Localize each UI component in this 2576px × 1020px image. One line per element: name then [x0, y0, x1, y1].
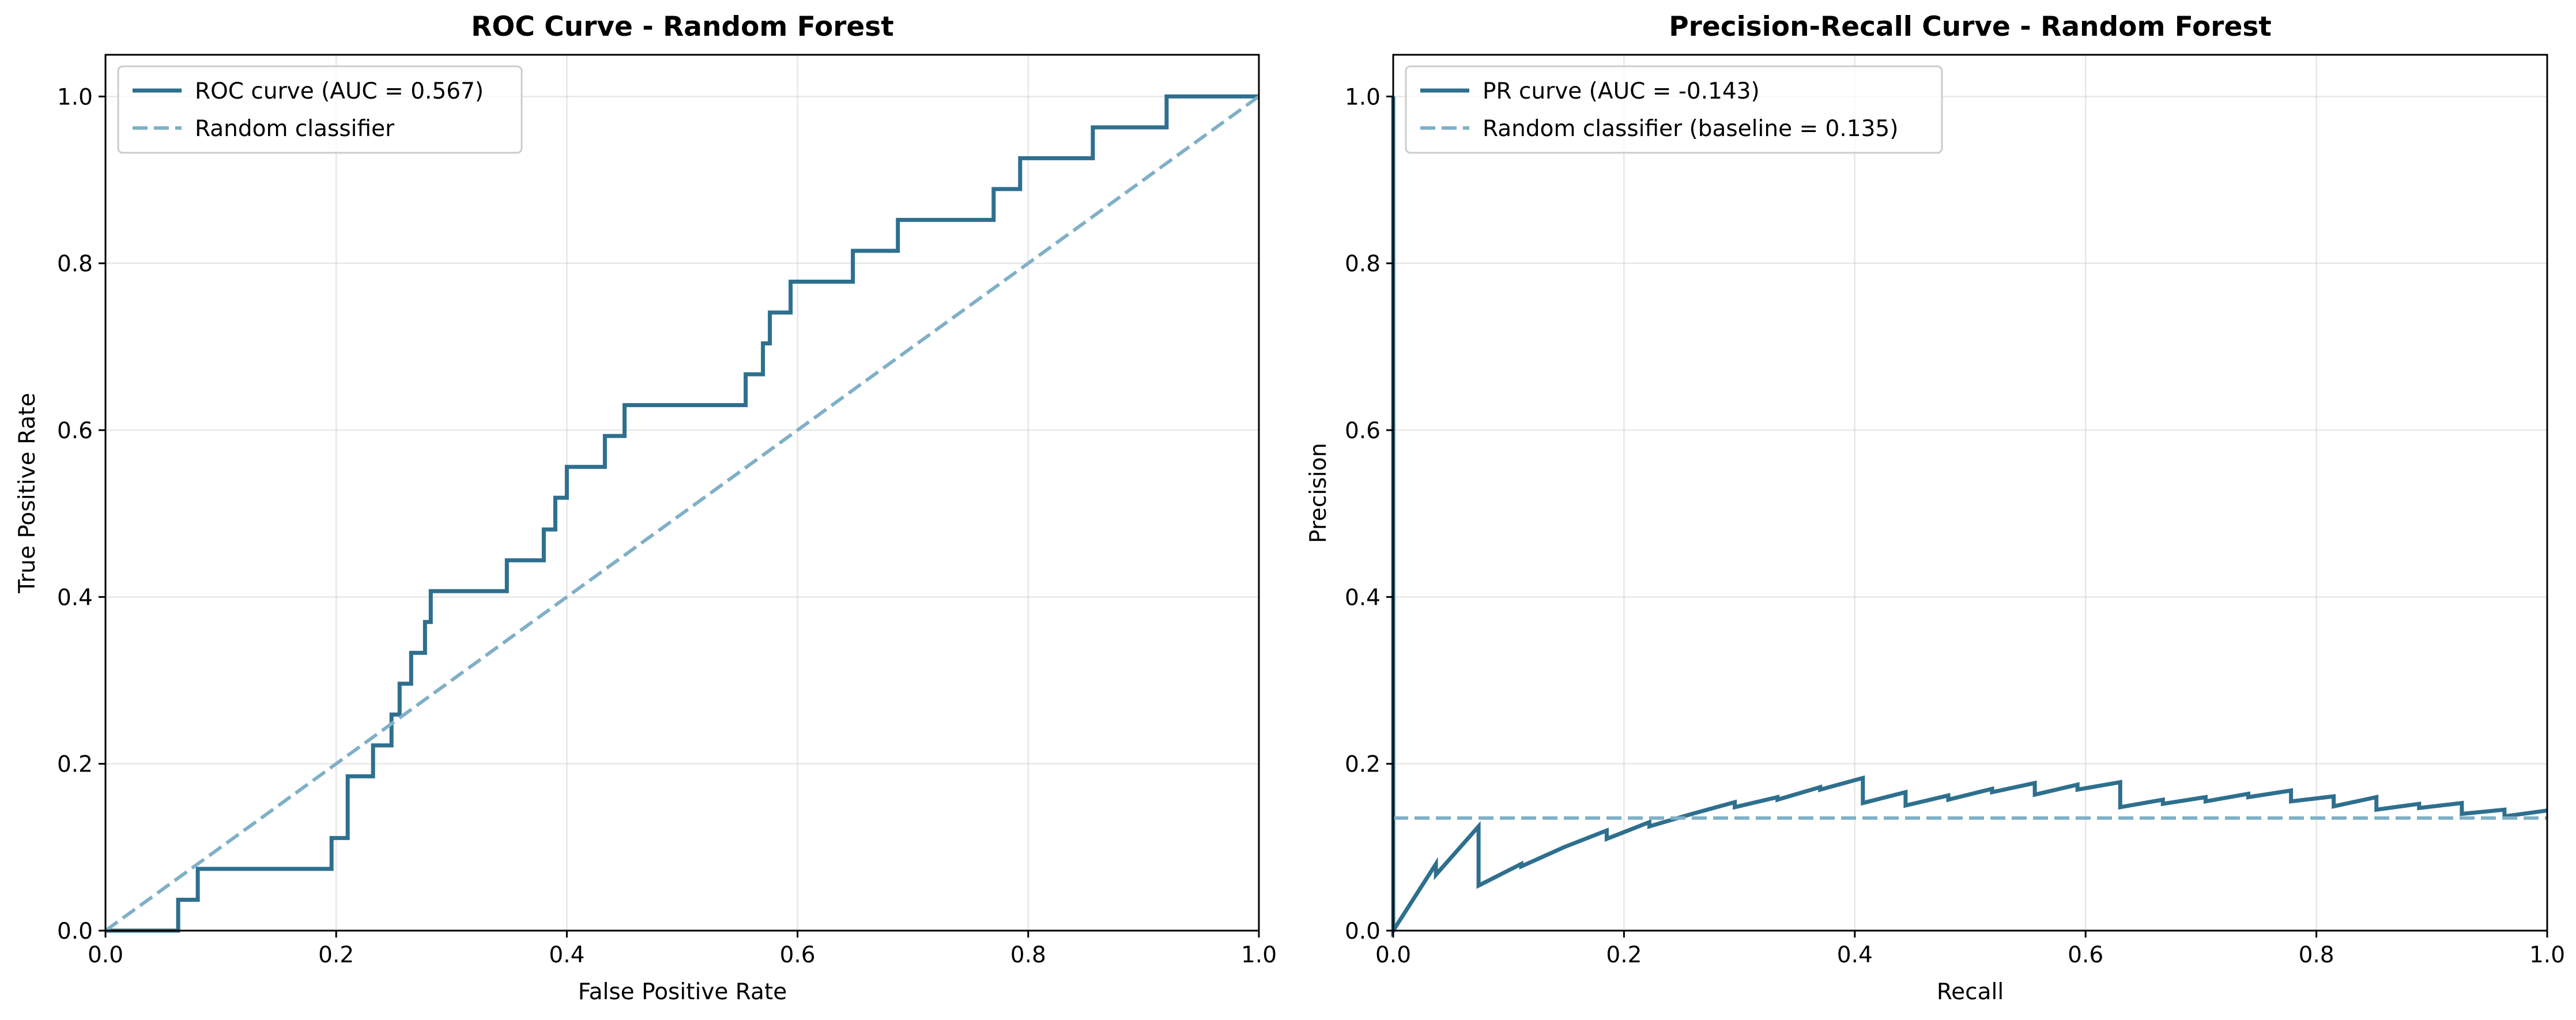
roc-x-tick-label: 0.6 — [780, 942, 816, 968]
pr-x-tick-label: 0.4 — [1837, 942, 1873, 968]
roc-chart-panel: ROC Curve - Random Forest 0.0 0.2 0.4 0.6 0.… — [14, 11, 1277, 1005]
pr-series-layer — [1391, 96, 2548, 938]
roc-series-baseline-line — [104, 95, 1260, 932]
pr-x-ticks: 0.0 0.2 0.4 0.6 0.8 1.0 — [1375, 931, 2565, 968]
roc-series-curve-line — [105, 94, 1259, 933]
pr-y-tick-label: 0.2 — [1345, 752, 1381, 778]
roc-y-tick-label: 1.0 — [57, 84, 93, 110]
roc-x-tick-label: 0.2 — [318, 942, 354, 968]
pr-legend-box — [1405, 65, 1943, 154]
pr-legend-label: PR curve (AUC = -0.143) — [1483, 78, 1760, 104]
pr-x-tick-label: 0.2 — [1606, 942, 1642, 968]
pr-legend-label: Random classifier (baseline = 0.135) — [1483, 116, 1898, 142]
roc-y-tick-label: 0.0 — [57, 919, 93, 944]
roc-x-tick-label: 1.0 — [1241, 942, 1277, 968]
pr-y-tick-label: 0.0 — [1345, 919, 1381, 944]
roc-plot-frame — [104, 54, 1260, 932]
roc-y-tick-label: 0.6 — [57, 418, 93, 444]
pr-x-tick-label: 0.6 — [2068, 942, 2103, 968]
pr-y-tick-label: 0.8 — [1345, 251, 1381, 277]
roc-y-tick-label: 0.2 — [57, 752, 93, 778]
roc-y-tick-label: 0.4 — [57, 585, 93, 611]
pr-x-axis-label: Recall — [1937, 979, 2004, 1005]
roc-x-tick-label: 0.0 — [88, 942, 123, 968]
roc-legend: ROC curve (AUC = 0.567) Random classifier — [117, 65, 523, 154]
pr-y-tick-label: 0.4 — [1345, 585, 1381, 611]
roc-y-tick-label: 0.8 — [57, 251, 93, 277]
roc-y-axis-label: True Positive Rate — [14, 393, 40, 593]
pr-legend: PR curve (AUC = -0.143) Random classifier… — [1405, 65, 1943, 154]
pr-chart-panel: Precision-Recall Curve - Random Forest 0… — [1306, 11, 2565, 1005]
roc-x-tick-label: 0.4 — [549, 942, 584, 968]
pr-plot-frame — [1392, 54, 2548, 932]
pr-x-tick-label: 1.0 — [2529, 942, 2565, 968]
roc-legend-box — [117, 65, 523, 154]
roc-y-ticks: 0.0 0.2 0.4 0.6 0.8 1.0 — [57, 84, 105, 944]
roc-legend-label: ROC curve (AUC = 0.567) — [195, 78, 484, 104]
pr-chart-title: Precision-Recall Curve - Random Forest — [1669, 11, 2272, 43]
roc-series-layer — [104, 94, 1260, 933]
pr-y-axis-label: Precision — [1306, 443, 1332, 543]
roc-legend-label: Random classifier — [195, 116, 395, 142]
roc-x-tick-label: 0.8 — [1010, 942, 1046, 968]
pr-x-tick-label: 0.0 — [1375, 942, 1411, 968]
pr-x-tick-label: 0.8 — [2299, 942, 2334, 968]
pr-series-curve-line — [1391, 96, 2548, 938]
pr-y-tick-label: 1.0 — [1345, 84, 1381, 110]
pr-y-tick-label: 0.6 — [1345, 418, 1381, 444]
roc-chart-title: ROC Curve - Random Forest — [471, 11, 894, 43]
pr-y-ticks: 0.0 0.2 0.4 0.6 0.8 1.0 — [1345, 84, 1393, 944]
roc-x-ticks: 0.0 0.2 0.4 0.6 0.8 1.0 — [88, 931, 1277, 968]
roc-x-axis-label: False Positive Rate — [578, 979, 787, 1005]
